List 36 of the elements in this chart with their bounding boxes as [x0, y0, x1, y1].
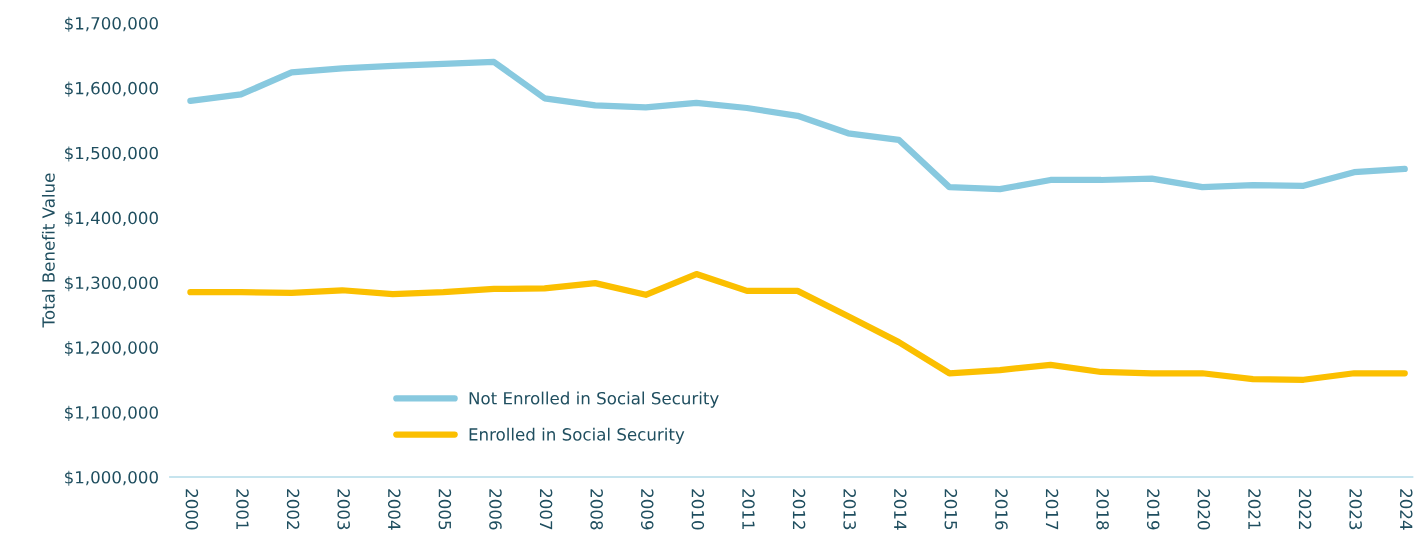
x-tick-label: 2015 — [944, 489, 958, 530]
x-tick-label: 2000 — [185, 489, 199, 530]
x-tick-label: 2023 — [1349, 489, 1362, 530]
x-tick-label: 2007 — [539, 489, 553, 530]
x-tick-label: 2018 — [1096, 489, 1109, 530]
x-tick-label: 2012 — [792, 489, 806, 529]
x-tick-label: 2021 — [1248, 489, 1261, 530]
x-tick-label: 2020 — [1197, 489, 1211, 530]
x-tick-label: 2003 — [337, 489, 350, 530]
y-tick-label: $1,100,000 — [65, 405, 158, 421]
y-tick-label: $1,200,000 — [65, 341, 158, 357]
legend-label: Enrolled in Social Security — [469, 427, 685, 444]
y-axis-title: Total Benefit Value — [41, 173, 55, 328]
y-tick-label: $1,300,000 — [65, 276, 158, 292]
x-tick-label: 2002 — [286, 489, 300, 529]
x-tick-label: 2017 — [1045, 489, 1059, 530]
x-tick-label: 2013 — [843, 489, 856, 530]
x-tick-label: 2022 — [1298, 489, 1312, 529]
x-tick-label: 2024 — [1399, 489, 1413, 530]
x-tick-label: 2005 — [438, 489, 452, 530]
x-tick-label: 2014 — [893, 489, 907, 530]
x-tick-label: 2006 — [489, 489, 502, 530]
x-tick-label: 2010 — [691, 489, 705, 530]
legend-label: Not Enrolled in Social Security — [469, 391, 719, 408]
y-tick-label: $1,400,000 — [65, 211, 158, 227]
x-tick-label: 2016 — [995, 489, 1008, 530]
x-tick-label: 2009 — [640, 489, 654, 530]
y-tick-label: $1,700,000 — [65, 16, 158, 32]
x-tick-label: 2001 — [236, 489, 249, 530]
y-tick-label: $1,000,000 — [65, 470, 158, 486]
x-tick-label: 2011 — [742, 489, 755, 530]
x-tick-label: 2008 — [590, 489, 603, 530]
y-tick-label: $1,600,000 — [65, 81, 158, 97]
x-tick-label: 2004 — [387, 489, 401, 530]
x-tick-label: 2019 — [1146, 489, 1160, 530]
y-tick-label: $1,500,000 — [65, 146, 158, 162]
